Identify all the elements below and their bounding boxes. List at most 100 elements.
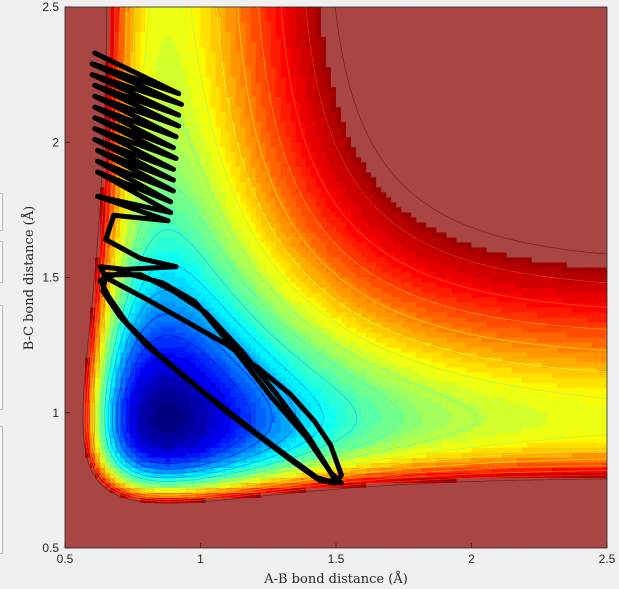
surface-cell (255, 297, 262, 304)
surface-cell (120, 217, 126, 223)
surface-cell (235, 487, 242, 494)
surface-cell (270, 322, 277, 329)
surface-cell (220, 47, 227, 53)
surface-cell (120, 37, 126, 43)
surface-cell (130, 217, 136, 223)
surface-cell (285, 267, 292, 274)
surface-cell (200, 117, 207, 123)
surface-cell (275, 422, 282, 429)
surface-cell (165, 532, 171, 539)
surface-cell (225, 112, 232, 118)
surface-cell (280, 312, 287, 319)
surface-cell (185, 397, 192, 404)
surface-cell (125, 507, 131, 514)
surface-cell (180, 67, 187, 73)
surface-cell (75, 362, 81, 369)
surface-cell (265, 197, 272, 203)
surface-cell (95, 172, 101, 178)
surface-cell (290, 307, 297, 314)
surface-cell (210, 362, 217, 369)
surface-cell (95, 312, 101, 319)
surface-cell (245, 107, 252, 113)
surface-cell (290, 432, 297, 439)
surface-cell (95, 462, 101, 469)
surface-cell (255, 87, 262, 93)
surface-cell (90, 187, 96, 193)
surface-cell (185, 492, 192, 499)
surface-cell (110, 317, 116, 324)
surface-cell (250, 282, 257, 289)
surface-cell (190, 152, 197, 158)
surface-cell (235, 447, 242, 454)
surface-cell (245, 227, 252, 234)
surface-cell (65, 517, 71, 524)
surface-cell (235, 132, 242, 138)
surface-cell (210, 287, 217, 294)
surface-cell (120, 262, 126, 269)
surface-cell (110, 342, 116, 349)
surface-cell (100, 377, 106, 384)
surface-cell (155, 17, 161, 23)
side-panel-edge-4 (0, 426, 3, 554)
surface-cell (270, 167, 277, 173)
surface-cell (210, 387, 217, 394)
surface-cell (75, 297, 81, 304)
surface-cell (75, 432, 81, 439)
surface-cell (225, 17, 232, 23)
surface-cell (130, 542, 136, 548)
surface-cell (195, 502, 202, 509)
surface-cell (70, 422, 76, 429)
surface-cell (170, 192, 177, 198)
surface-cell (225, 367, 232, 374)
surface-cell (120, 67, 126, 73)
surface-cell (170, 57, 177, 63)
surface-cell (180, 22, 187, 28)
surface-cell (200, 42, 207, 48)
surface-cell (190, 197, 197, 203)
surface-cell (140, 322, 146, 329)
surface-cell (130, 477, 136, 484)
surface-cell (165, 422, 171, 429)
surface-cell (215, 62, 222, 68)
surface-cell (245, 167, 252, 173)
surface-cell (130, 522, 136, 529)
surface-cell (295, 52, 302, 58)
surface-cell (220, 352, 227, 359)
surface-cell (80, 182, 86, 188)
surface-cell (140, 357, 146, 364)
surface-cell (80, 442, 86, 449)
surface-cell (205, 302, 212, 309)
surface-cell (80, 302, 86, 309)
surface-cell (210, 252, 217, 259)
surface-cell (80, 192, 86, 198)
surface-cell (230, 482, 237, 489)
surface-cell (190, 312, 197, 319)
surface-cell (185, 77, 192, 83)
surface-cell (130, 452, 136, 459)
surface-cell (95, 507, 101, 514)
surface-cell (125, 382, 131, 389)
surface-cell (270, 212, 277, 218)
surface-cell (255, 492, 262, 499)
surface-cell (250, 177, 257, 183)
surface-cell (235, 267, 242, 274)
surface-cell (170, 387, 177, 394)
surface-cell (230, 162, 237, 168)
surface-cell (195, 132, 202, 138)
surface-cell (140, 507, 146, 514)
surface-cell (280, 247, 287, 254)
surface-cell (180, 27, 187, 33)
surface-cell (265, 262, 272, 269)
surface-cell (265, 317, 272, 324)
surface-cell (70, 177, 76, 183)
surface-cell (80, 127, 86, 133)
surface-cell (275, 432, 282, 439)
surface-cell (260, 242, 267, 249)
surface-cell (90, 492, 96, 499)
surface-cell (285, 282, 292, 289)
surface-cell (180, 112, 187, 118)
surface-cell (195, 112, 202, 118)
surface-cell (250, 527, 257, 534)
surface-cell (225, 152, 232, 158)
surface-cell (180, 342, 187, 349)
